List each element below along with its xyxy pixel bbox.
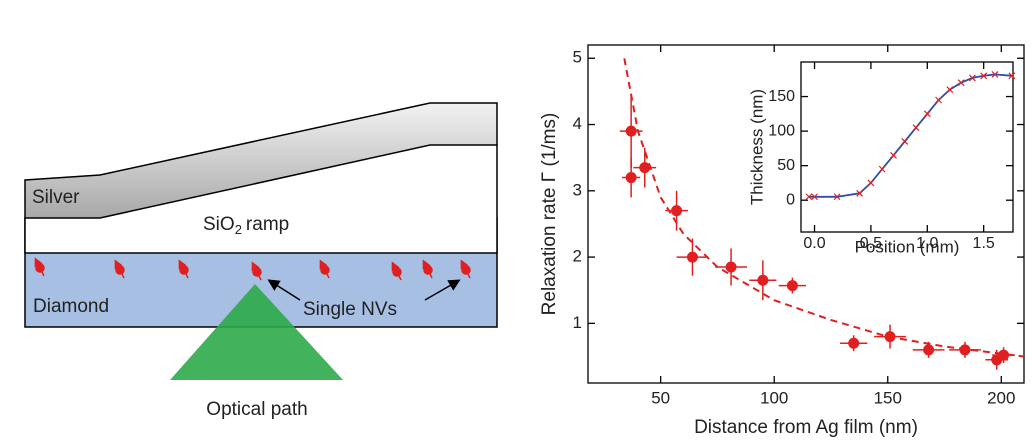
sio2-ramp-shape	[25, 145, 497, 253]
x-axis-label: Position (mm)	[855, 237, 960, 256]
sio2-sub: 2	[235, 222, 242, 237]
data-marker	[991, 71, 999, 78]
data-marker	[856, 189, 864, 197]
chart: 0.0 0.5 1.0 1.5 0 50 100 150 Position (mm) Thickn…	[747, 61, 1016, 256]
plot-frame	[800, 61, 1014, 233]
x-tick-label: 1.0	[916, 235, 938, 252]
diagram: Silver SiO2 ramp Diamond Single NVs Optic…	[24, 102, 498, 420]
silver-label: Silver	[32, 187, 80, 208]
x-tick-label: 1.5	[973, 235, 995, 252]
sio2-base: SiO	[203, 214, 235, 235]
nv-centers	[34, 257, 471, 281]
data-point	[625, 172, 637, 184]
data-marker	[878, 165, 886, 173]
data-marker	[923, 110, 931, 118]
y-tick-label: 100	[768, 122, 795, 139]
data-marker	[901, 138, 909, 145]
sio2-label: SiO2 ramp	[203, 214, 289, 237]
data-point	[671, 205, 683, 217]
y-axis-label: Thickness (nm)	[747, 89, 766, 205]
data-point	[625, 125, 637, 137]
data-point	[884, 331, 896, 343]
x-tick-label: 0.0	[803, 235, 825, 252]
y-tick-label: 4	[573, 114, 582, 133]
pointer-arrow	[267, 279, 301, 301]
data-point	[725, 261, 737, 273]
diamond-label: Diamond	[33, 296, 109, 317]
data-marker	[946, 86, 954, 94]
y-tick-label: 5	[573, 48, 582, 67]
data-point	[639, 162, 651, 174]
optical-cone	[170, 284, 343, 380]
y-tick-label: 1	[573, 313, 582, 332]
data-point	[757, 274, 769, 286]
x-tick-label: 100	[760, 388, 788, 407]
y-tick-label: 2	[573, 247, 582, 266]
y-tick-label: 50	[777, 157, 795, 174]
data-marker	[957, 79, 965, 87]
pointer-arrow	[424, 279, 461, 301]
fit-curve	[623, 58, 1025, 358]
y-axis-label: Relaxation rate Γ (1/ms)	[539, 113, 560, 316]
x-tick-label: 50	[651, 388, 670, 407]
data-point	[786, 280, 798, 292]
x-tick-label: 0.5	[860, 235, 882, 252]
data-point	[923, 344, 935, 356]
x-tick-label: 150	[874, 388, 902, 407]
data-marker	[980, 72, 988, 80]
optical-path-label: Optical path	[206, 399, 307, 420]
data-marker	[1008, 72, 1016, 80]
data-marker	[968, 74, 976, 82]
data-marker	[867, 179, 875, 187]
x-axis-label: Distance from Ag film (nm)	[694, 417, 918, 438]
data-marker	[890, 151, 897, 159]
data-marker	[912, 124, 920, 132]
data-point	[686, 251, 698, 263]
data-point	[998, 349, 1010, 361]
data-marker	[811, 193, 818, 201]
single-nvs-label: Single NVs	[303, 299, 397, 320]
y-tick-label: 3	[573, 180, 582, 199]
sio2-rest: ramp	[246, 214, 289, 235]
data-point	[848, 337, 860, 349]
x-tick-label: 200	[987, 388, 1015, 407]
y-tick-label: 150	[768, 88, 795, 105]
data-marker	[833, 193, 841, 201]
data-point	[959, 344, 971, 356]
data-marker	[805, 193, 813, 201]
y-tick-label: 0	[786, 191, 795, 208]
data-marker	[935, 96, 942, 104]
